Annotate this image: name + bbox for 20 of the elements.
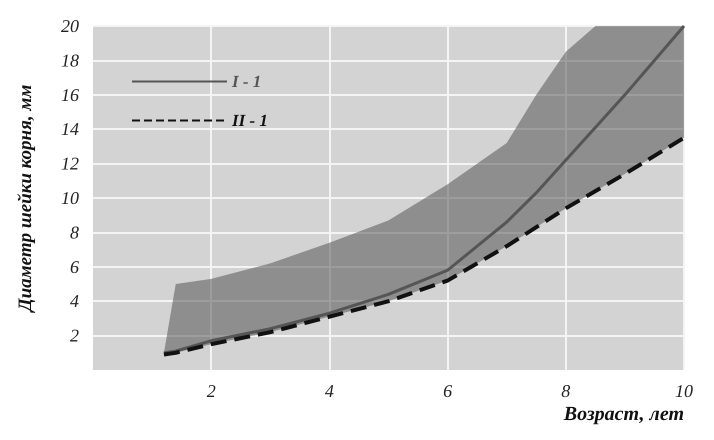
y-axis-title: Диаметр шейки корня, мм [15,84,36,314]
x-tick-label: 4 [324,381,334,401]
y-tick-label: 18 [61,50,79,70]
text: I - 1 [231,72,262,91]
y-tick-label: 6 [70,256,79,277]
y-tick-label: 12 [61,154,79,174]
x-tick-label: 6 [443,381,452,401]
y-tick-label: 20 [61,16,79,36]
x-tick-label: 2 [206,381,216,401]
y-tick-label: 14 [61,119,79,140]
x-tick-label: 10 [675,381,693,401]
text: II - 1 [231,111,268,130]
y-tick-label: 8 [70,222,79,242]
line-series [162,136,686,357]
y-tick-label: 4 [70,291,79,312]
y-tick-label: 2 [70,326,79,346]
x-axis-title: Возраст, лет [562,403,684,425]
y-tick-label: 10 [61,188,79,208]
x-tick-label: 8 [561,381,570,401]
y-tick-label: 16 [61,84,79,105]
